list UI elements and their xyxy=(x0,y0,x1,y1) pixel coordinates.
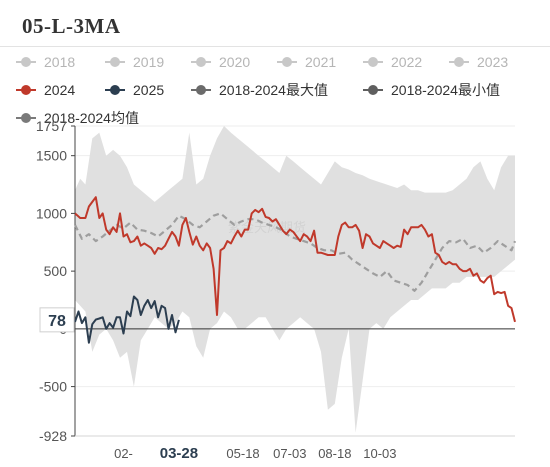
legend-marker xyxy=(21,85,31,95)
y-tick-label: 1500 xyxy=(36,148,67,164)
legend-label-2018: 2018 xyxy=(44,54,75,70)
legend-marker xyxy=(21,57,31,67)
max-min-band xyxy=(75,126,515,433)
legend-label-2019: 2019 xyxy=(133,54,164,70)
legend-label-2018-2024最大值: 2018-2024最大值 xyxy=(219,82,328,98)
legend-marker xyxy=(110,57,120,67)
x-tick-label: 08-18 xyxy=(318,446,351,461)
x-tick-label: 03-28 xyxy=(160,445,198,462)
legend-label-2020: 2020 xyxy=(219,54,250,70)
page-title: 05-L-3MA xyxy=(22,14,121,38)
legend-label-2021: 2021 xyxy=(305,54,336,70)
watermark: 紫金天风期货 xyxy=(228,220,306,235)
series-2024-line xyxy=(74,196,516,323)
x-tick-label: 02- xyxy=(114,446,133,461)
legend-marker xyxy=(368,57,378,67)
x-tick-label: 10-03 xyxy=(363,446,396,461)
y-tick-label: -928 xyxy=(39,428,67,444)
legend-label-2018-2024最小值: 2018-2024最小值 xyxy=(391,82,500,98)
legend-marker xyxy=(110,85,120,95)
legend-marker xyxy=(368,85,378,95)
current-value-label: 78 xyxy=(48,313,66,330)
y-tick-label: 500 xyxy=(44,263,68,279)
legend-marker xyxy=(454,57,464,67)
series-mean-line xyxy=(74,212,517,292)
x-tick-label: 07-03 xyxy=(273,446,306,461)
legend-marker xyxy=(21,113,31,123)
legend-label-2024: 2024 xyxy=(44,82,75,98)
y-tick-label: -500 xyxy=(39,379,67,395)
y-tick-label: 1757 xyxy=(36,118,67,134)
legend-label-2018-2024均值: 2018-2024均值 xyxy=(44,110,139,126)
legend-label-2023: 2023 xyxy=(477,54,508,70)
legend-marker xyxy=(196,85,206,95)
series-2025-line xyxy=(74,295,180,344)
legend-marker xyxy=(282,57,292,67)
x-tick-label: 05-18 xyxy=(226,446,259,461)
title-divider xyxy=(0,46,550,47)
y-tick-label: 1000 xyxy=(36,205,67,221)
legend-label-2022: 2022 xyxy=(391,54,422,70)
legend-label-2025: 2025 xyxy=(133,82,164,98)
current-value-box xyxy=(39,307,75,333)
legend-marker xyxy=(196,57,206,67)
